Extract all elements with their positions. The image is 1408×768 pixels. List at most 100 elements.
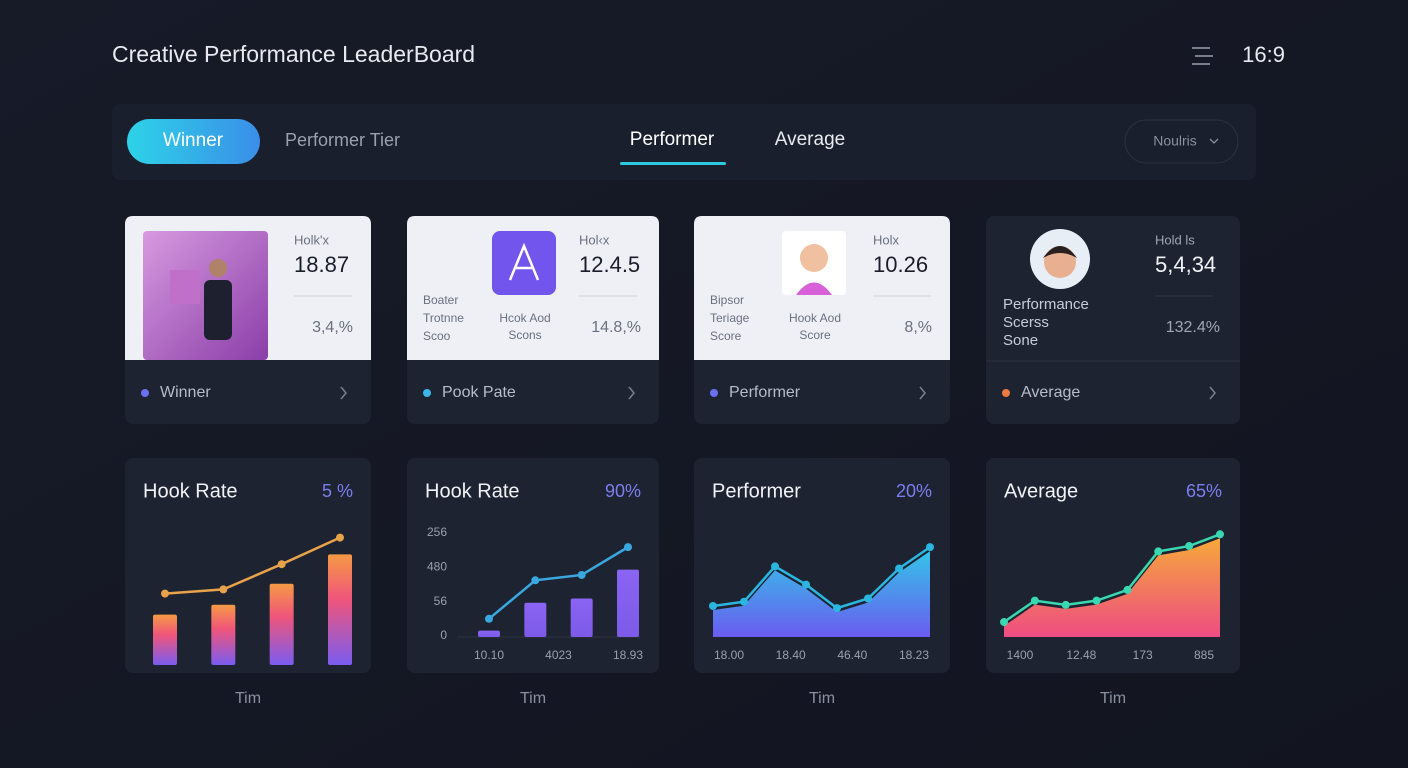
line-point bbox=[1092, 596, 1101, 605]
line-point bbox=[1000, 618, 1008, 627]
line-point bbox=[1185, 542, 1194, 551]
score-label: Trotnne bbox=[423, 311, 464, 325]
line-point bbox=[1216, 530, 1224, 539]
dropdown[interactable] bbox=[1124, 119, 1239, 164]
line-point bbox=[485, 614, 493, 623]
tab[interactable]: Performer bbox=[630, 129, 715, 150]
score-label: Bipsor bbox=[710, 293, 744, 307]
card-footer: Winner bbox=[160, 384, 211, 401]
y-tick-label: 480 bbox=[427, 560, 447, 574]
x-tick-label: 18.93 bbox=[613, 648, 643, 662]
dropdown-caret bbox=[1209, 138, 1219, 144]
score-label: Scons bbox=[508, 328, 541, 342]
bar bbox=[269, 583, 294, 665]
avatar-face bbox=[800, 244, 828, 272]
menu-icon[interactable] bbox=[1192, 47, 1213, 65]
photo-person bbox=[209, 259, 227, 277]
chevron bbox=[919, 386, 926, 400]
card-footer: Pook Pate bbox=[442, 384, 516, 401]
line-point bbox=[336, 533, 344, 542]
app-icon bbox=[492, 231, 556, 295]
chart-percent: 90% bbox=[605, 481, 641, 501]
line-point bbox=[740, 597, 748, 606]
y-tick-label: 56 bbox=[434, 594, 448, 608]
tab[interactable]: Winner bbox=[163, 130, 224, 151]
status-dot bbox=[1002, 389, 1010, 397]
page-title: Creative Performance LeaderBoard bbox=[112, 41, 475, 67]
metric-label: Hold ls bbox=[1155, 232, 1195, 247]
status-dot bbox=[423, 389, 431, 397]
x-axis-title: Tim bbox=[520, 690, 546, 707]
bar bbox=[328, 554, 352, 665]
metric-value: 18.87 bbox=[294, 252, 349, 277]
x-tick-label: 1400 bbox=[1007, 648, 1034, 662]
photo-person bbox=[204, 280, 232, 340]
x-tick-label: 10.10 bbox=[474, 648, 504, 662]
chevron bbox=[340, 386, 347, 400]
line-point bbox=[895, 564, 903, 573]
line-point bbox=[219, 585, 228, 594]
metric-percent: 14.8,% bbox=[591, 319, 641, 336]
chart-percent: 65% bbox=[1186, 481, 1222, 501]
chart-percent: 5 % bbox=[322, 481, 353, 501]
score-label: Scoo bbox=[423, 329, 451, 343]
metric-percent: 3,4,% bbox=[312, 319, 353, 336]
line bbox=[164, 536, 341, 595]
tab-pill[interactable] bbox=[127, 119, 260, 164]
x-tick-label: 46.40 bbox=[837, 648, 867, 662]
line-point bbox=[926, 543, 934, 552]
line-point bbox=[624, 543, 632, 552]
bar bbox=[617, 569, 639, 637]
line-point bbox=[1061, 600, 1070, 609]
x-axis-title: Tim bbox=[235, 690, 261, 707]
chevron bbox=[628, 386, 635, 400]
x-tick-label: 4023 bbox=[545, 648, 572, 662]
line-point bbox=[161, 589, 169, 598]
x-tick-label: 12.48 bbox=[1066, 648, 1096, 662]
x-tick-label: 18.40 bbox=[776, 648, 806, 662]
metric-label: Hol‹x bbox=[579, 232, 610, 247]
score-label: Scerss bbox=[1003, 314, 1049, 331]
metric-value: 10.26 bbox=[873, 252, 928, 277]
chart-title: Hook Rate bbox=[143, 480, 238, 502]
chart-card bbox=[125, 458, 371, 673]
line-point bbox=[864, 594, 872, 603]
card-footer: Performer bbox=[729, 384, 801, 401]
score-label: Hook Aod bbox=[789, 311, 841, 325]
area bbox=[713, 551, 930, 637]
chart-card bbox=[407, 458, 659, 673]
bar bbox=[211, 604, 236, 665]
aspect-ratio: 16:9 bbox=[1242, 42, 1285, 67]
dropdown-label: Noulris bbox=[1153, 133, 1197, 149]
chart-title: Performer bbox=[712, 480, 801, 502]
line-point bbox=[577, 570, 586, 579]
chevron bbox=[1209, 386, 1216, 400]
line-point bbox=[1030, 596, 1039, 605]
line-point bbox=[771, 562, 779, 571]
score-label: Teriage bbox=[710, 311, 750, 325]
chart-percent: 20% bbox=[896, 481, 932, 501]
tab[interactable]: Average bbox=[775, 129, 845, 150]
avatar-body bbox=[796, 282, 832, 295]
x-tick-label: 173 bbox=[1133, 648, 1153, 662]
metric-percent: 8,% bbox=[904, 319, 932, 336]
line bbox=[712, 546, 931, 610]
score-label: Hcok Aod bbox=[499, 311, 550, 325]
metric-value: 12.4.5 bbox=[579, 252, 640, 277]
bar bbox=[478, 630, 500, 637]
x-tick-label: 18.23 bbox=[899, 648, 929, 662]
metric-percent: 132.4% bbox=[1166, 319, 1220, 336]
tab[interactable]: Performer Tier bbox=[285, 130, 400, 150]
line bbox=[1003, 533, 1221, 624]
app-icon-glyph bbox=[508, 242, 540, 281]
card-footer: Average bbox=[1021, 384, 1080, 401]
line-point bbox=[531, 576, 540, 585]
line-point bbox=[1154, 547, 1163, 556]
avatar-hair bbox=[1043, 246, 1077, 258]
score-label: Score bbox=[799, 328, 831, 342]
x-tick-label: 885 bbox=[1194, 648, 1214, 662]
photo-detail bbox=[170, 270, 200, 304]
bar bbox=[153, 614, 177, 665]
metric-label: Holk'x bbox=[294, 232, 329, 247]
